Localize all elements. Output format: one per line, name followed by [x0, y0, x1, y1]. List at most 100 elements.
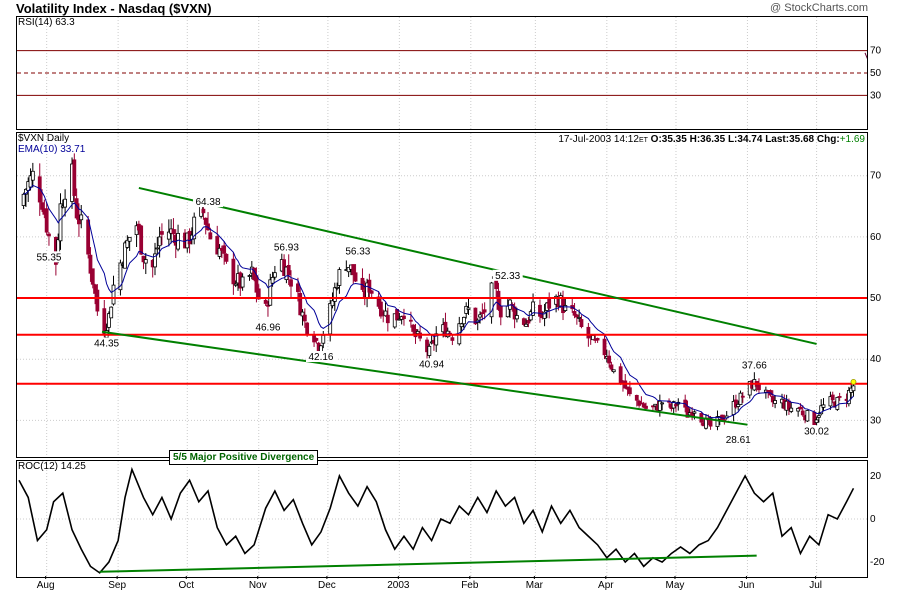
candle-body — [286, 265, 291, 276]
candle-body — [692, 411, 697, 414]
candle-body — [466, 307, 471, 310]
candle-body — [300, 311, 305, 317]
x-tick-label: Apr — [598, 580, 614, 591]
candle-body — [44, 208, 49, 233]
candle-body — [93, 284, 97, 294]
candle-body — [192, 216, 197, 240]
roc-axis: 20 0 -20 — [870, 471, 885, 568]
roc-tick-label: 0 — [870, 514, 876, 525]
x-tick-label: 2003 — [387, 580, 410, 591]
candle-body — [268, 279, 273, 306]
candle-body — [657, 400, 662, 411]
candle-body — [305, 322, 310, 335]
candle-body — [651, 405, 655, 408]
rsi-panel: RSI(14) 63.3 — [16, 16, 868, 130]
candle-body — [835, 397, 840, 410]
candle-body — [337, 269, 342, 286]
candle-body — [272, 272, 277, 278]
ohlc-open: O:35.35 — [650, 134, 687, 145]
price-label: 56.93 — [274, 243, 299, 254]
ohlc-chg-value: +1.69 — [839, 134, 865, 145]
candle-body — [819, 405, 824, 415]
x-tick-label: Aug — [37, 580, 55, 591]
rsi-plot — [17, 17, 867, 129]
price-label: 42.16 — [308, 352, 333, 363]
candle-body — [217, 247, 222, 257]
price-tick-label: 40 — [870, 354, 882, 365]
candle-body — [270, 276, 275, 284]
x-axis: Aug Sep Oct Nov Dec 2003 Feb Mar Apr May Jun Jul — [37, 576, 822, 591]
ema-line — [23, 184, 854, 419]
candle-body — [814, 419, 819, 424]
candle-body — [143, 259, 148, 264]
candle-body — [21, 193, 26, 206]
price-label: 52.33 — [495, 271, 520, 282]
candle-body — [521, 318, 526, 325]
candle-body — [634, 394, 639, 401]
price-axis: 30 40 50 60 70 — [870, 171, 882, 427]
x-tick-label: Feb — [461, 580, 479, 591]
x-tick-label: Mar — [526, 580, 544, 591]
price-label: 28.61 — [726, 435, 751, 446]
candle-body — [740, 395, 745, 398]
candle-body — [736, 403, 741, 407]
price-label: 64.38 — [196, 197, 221, 208]
candle-body — [247, 275, 252, 277]
candle-body — [473, 307, 478, 325]
candle-body — [611, 369, 616, 373]
candle-body — [627, 387, 632, 395]
candle-body — [478, 314, 482, 318]
last-price-marker — [850, 378, 857, 385]
ema-label: EMA(10) 33.71 — [18, 144, 86, 155]
price-label: 44.35 — [94, 339, 119, 350]
candle-body — [233, 283, 238, 286]
candle-body — [40, 202, 44, 210]
candle-body — [443, 321, 448, 337]
candle-body — [498, 306, 503, 318]
price-plot: 55.35 44.35 64.38 56.93 46.96 42.16 56.33 40.94… — [17, 133, 867, 457]
candle-body — [88, 254, 93, 274]
price-label: 40.94 — [419, 359, 444, 370]
candle-body — [641, 403, 646, 408]
candle-body — [489, 282, 494, 318]
candle-body — [86, 219, 91, 255]
rsi-axis: 30 50 70 — [870, 46, 882, 102]
candle-body — [125, 239, 130, 248]
candle-body — [353, 272, 358, 282]
candle-body — [427, 345, 432, 356]
candle-body — [123, 242, 127, 269]
roc-tick-label: 20 — [870, 471, 882, 482]
price-label: 46.96 — [255, 323, 280, 334]
candle-body — [166, 231, 171, 240]
price-label-bg — [252, 321, 283, 333]
candle-body — [379, 301, 383, 317]
candle-body — [411, 324, 416, 332]
candle-body — [160, 231, 164, 235]
candle-body — [153, 253, 157, 268]
candle-body — [37, 176, 42, 203]
candle-body — [224, 253, 229, 262]
candle-body — [816, 415, 821, 418]
candle-body — [515, 315, 519, 320]
candle-body — [800, 410, 805, 416]
price-label-bg — [342, 245, 373, 257]
candle-body — [111, 284, 116, 305]
roc-line — [18, 466, 855, 574]
candle-body — [577, 317, 582, 319]
candle-body — [240, 276, 245, 288]
price-label-bg — [492, 269, 523, 281]
candle-body — [63, 198, 68, 208]
candle-body — [321, 334, 326, 344]
trendline — [138, 186, 817, 345]
candle-body — [367, 279, 372, 293]
price-label-bg — [271, 241, 302, 253]
price-panel: 55.35 44.35 64.38 56.93 46.96 42.16 56.33 40.94… — [16, 132, 868, 465]
candle-body — [796, 407, 801, 412]
roc-panel: ROC(12) 14.25 — [16, 460, 868, 578]
candle-body — [72, 159, 77, 196]
candle-body — [107, 313, 111, 328]
candle-body — [805, 410, 810, 422]
candle-body — [30, 170, 35, 181]
candle-body — [524, 323, 529, 327]
candle-body — [757, 384, 761, 391]
